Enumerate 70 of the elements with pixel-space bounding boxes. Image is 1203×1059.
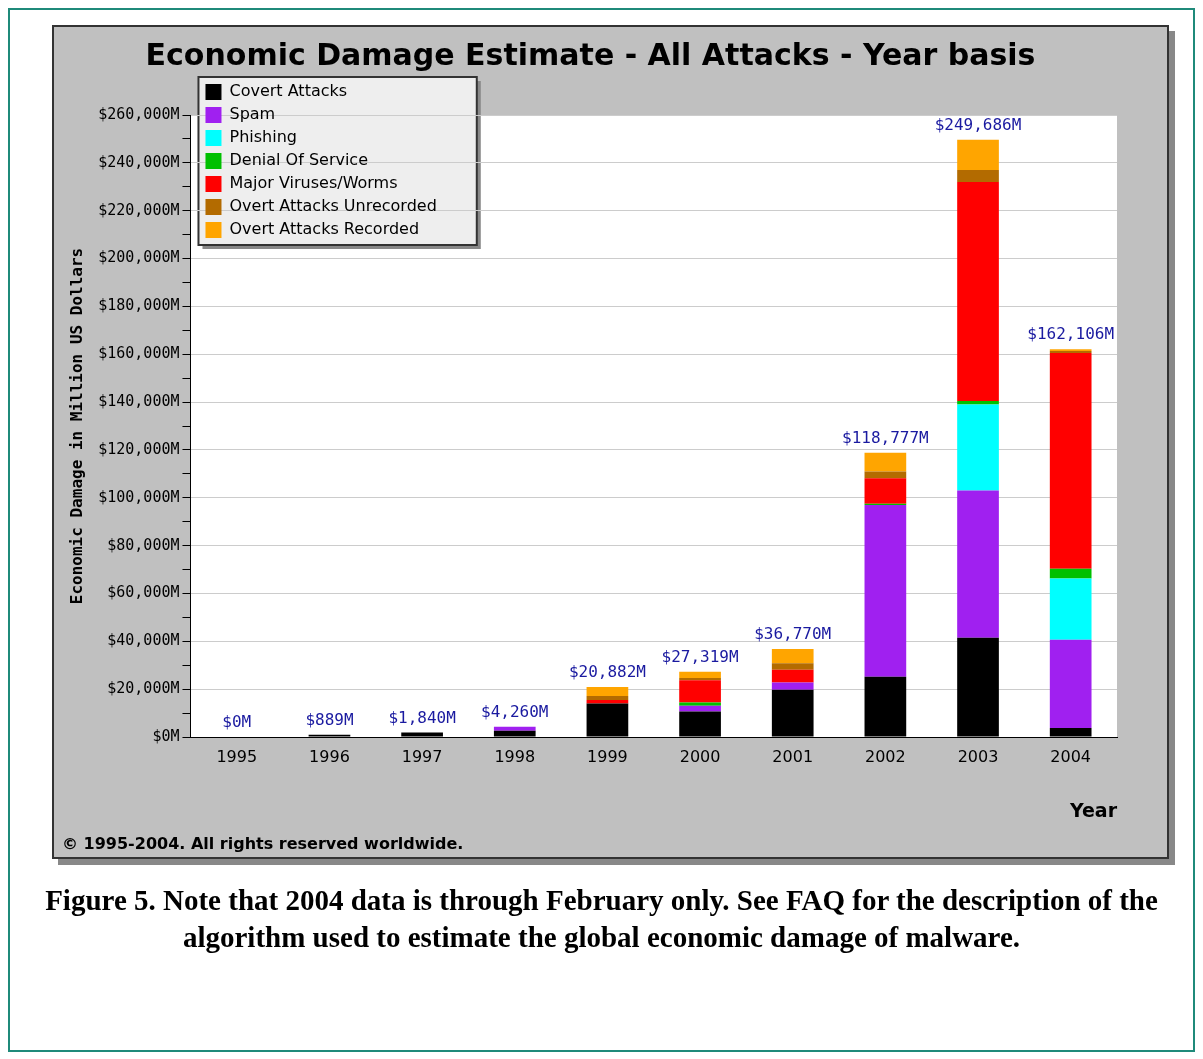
bar [957, 490, 999, 638]
bar [864, 471, 907, 479]
chart-title: Economic Damage Estimate - All Attacks - Year basis [145, 36, 1036, 72]
y-tick-label: $40,000M [107, 631, 180, 650]
y-tick-label: $60,000M [107, 583, 180, 602]
bar [771, 669, 814, 683]
text: © 1995-2004. All rights reserved worldwide. [62, 834, 464, 853]
legend-label: Overt Attacks Recorded [229, 219, 420, 239]
x-tick-label: 2004 [1050, 746, 1092, 766]
legend-label: Covert Attacks [229, 81, 348, 101]
x-tick-label: 1996 [309, 746, 350, 766]
bar [586, 696, 629, 700]
y-tick-label: $0M [152, 726, 180, 745]
bar [586, 687, 629, 697]
y-tick-label: $180,000M [98, 296, 180, 315]
legend-label: Spam [229, 104, 276, 124]
y-axis-title: Economic Damage in Million US Dollars [66, 247, 86, 605]
caption: Figure 5. Note that 2004 data is through February only. See FAQ for the description of the algorithm used to estimate the global economic damage of malware. [44, 883, 1159, 955]
total-label: $249,686M [934, 114, 1022, 134]
legend-label: Denial Of Service [229, 150, 369, 170]
total-label: $4,260M [481, 701, 549, 721]
bar [679, 671, 721, 678]
legend-label: Phishing [229, 127, 297, 147]
bar [771, 663, 814, 670]
x-tick-label: 2002 [865, 746, 906, 766]
total-label: $27,319M [661, 646, 739, 666]
legend-label: Major Viruses/Worms [229, 173, 398, 193]
bar [679, 680, 721, 703]
bar [679, 702, 721, 706]
bar [493, 726, 536, 731]
y-tick-label: $220,000M [98, 200, 180, 219]
bar [1049, 353, 1092, 569]
x-tick-label: 2001 [772, 746, 814, 766]
total-label: $36,770M [754, 624, 832, 644]
y-tick-label: $160,000M [98, 344, 180, 363]
total-label: $162,106M [1027, 324, 1115, 344]
y-tick-label: $120,000M [98, 439, 180, 458]
y-tick-label: $100,000M [98, 487, 180, 506]
y-tick-label: $140,000M [98, 391, 180, 410]
y-tick-label: $260,000M [98, 104, 180, 123]
bar [864, 452, 907, 472]
bar [1049, 568, 1092, 579]
bar [957, 139, 999, 171]
x-tick-label: 1998 [494, 746, 536, 766]
bar [957, 404, 999, 491]
x-tick-label: 1995 [216, 746, 258, 766]
bar [864, 504, 907, 677]
bar [957, 170, 999, 182]
bar [864, 478, 907, 504]
y-tick-label: $20,000M [107, 679, 180, 698]
total-label: $1,840M [388, 707, 456, 727]
bar [957, 181, 999, 401]
total-label: $118,777M [842, 428, 929, 448]
bar [771, 649, 814, 664]
y-tick-label: $240,000M [98, 152, 180, 171]
y-tick-label: $80,000M [107, 535, 180, 554]
bar [1049, 578, 1092, 640]
y-tick-label: $200,000M [98, 248, 180, 267]
bar [1049, 639, 1092, 728]
x-tick-label: 1997 [401, 746, 443, 766]
total-label: $0M [222, 712, 252, 732]
x-tick-label: 2003 [957, 746, 999, 766]
total-label: $889M [305, 710, 354, 730]
x-axis-title: Year [1068, 798, 1118, 821]
bar [586, 699, 629, 704]
legend-label: Overt Attacks Unrecorded [229, 196, 437, 216]
total-label: $20,882M [568, 662, 646, 682]
bar [771, 682, 814, 690]
x-tick-label: 1999 [587, 746, 628, 766]
x-tick-label: 2000 [679, 746, 721, 766]
